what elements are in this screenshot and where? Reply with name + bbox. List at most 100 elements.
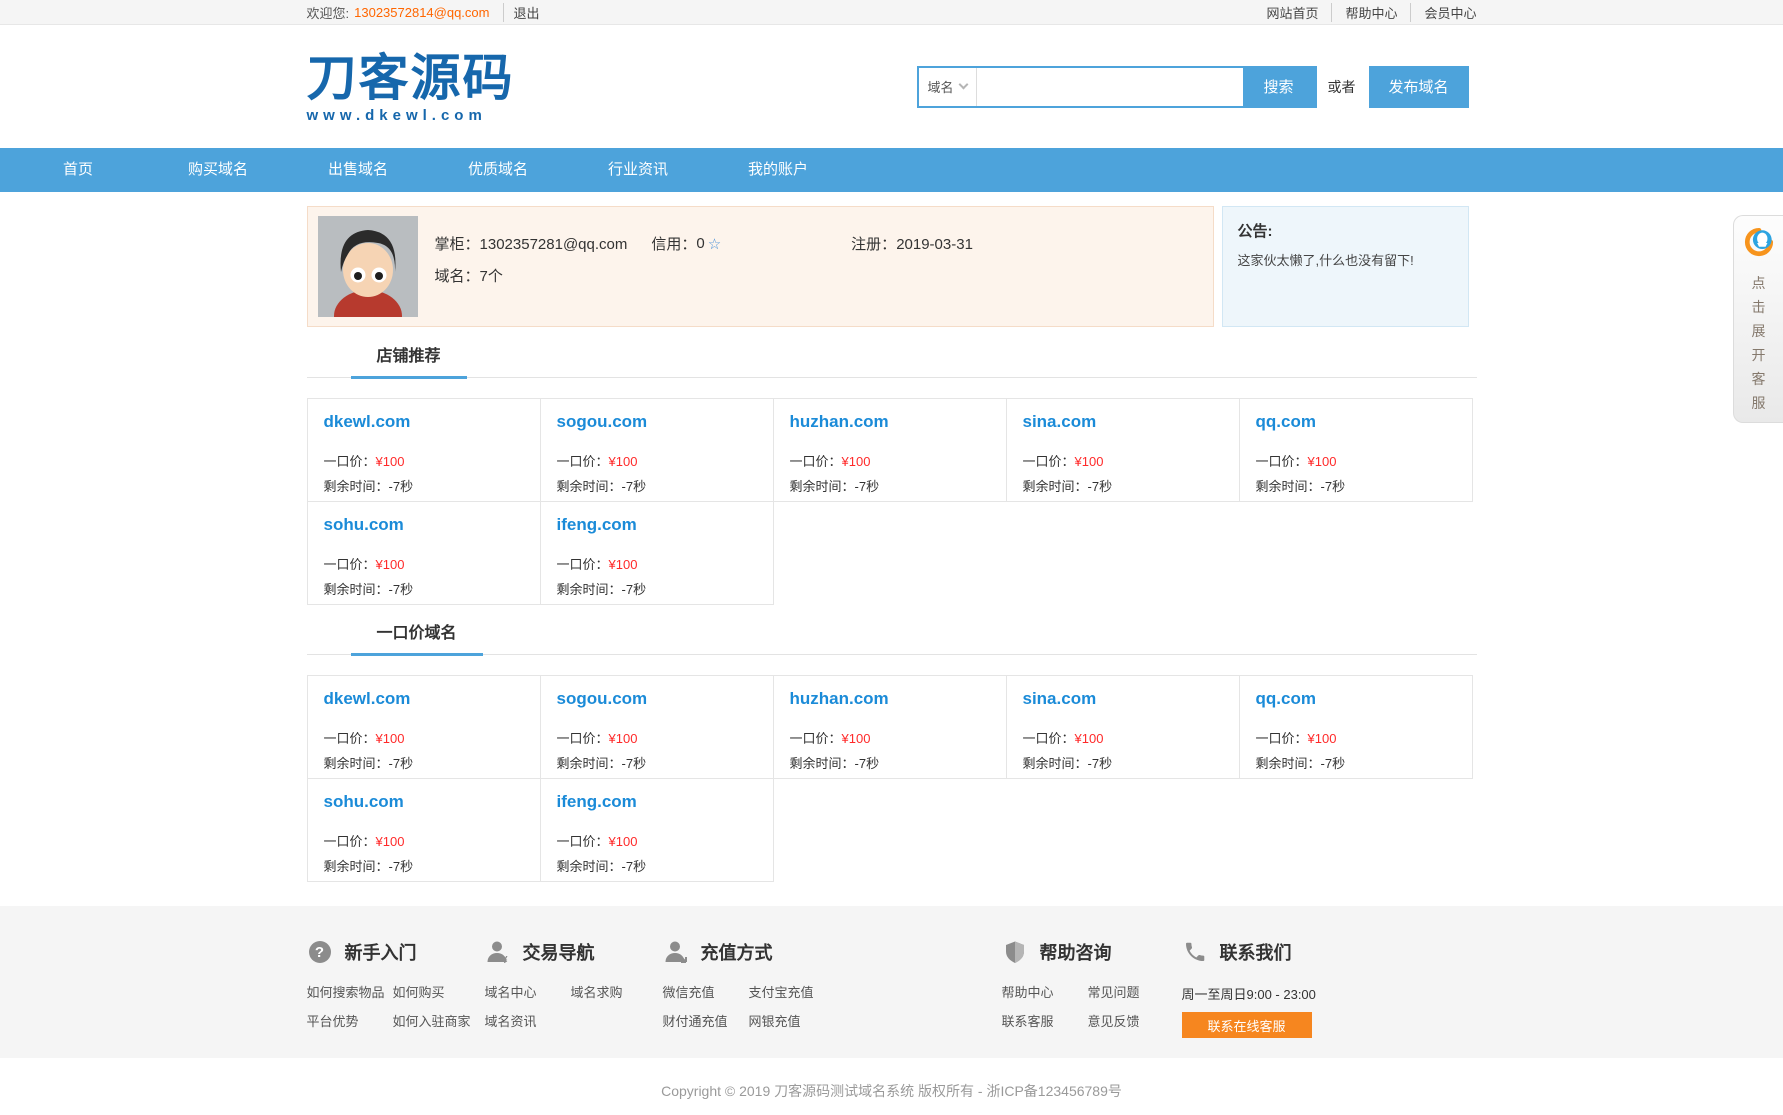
topbar-link[interactable]: 帮助中心 <box>1331 2 1397 22</box>
footer-link[interactable]: 如何搜索物品 <box>306 985 385 1000</box>
time-label: 剩余时间： <box>556 756 622 771</box>
time-value: -7秒 <box>621 479 647 494</box>
footer-link[interactable]: 网银充值 <box>748 1014 801 1029</box>
site-logo[interactable]: 刀客源码 www.dkewl.com <box>307 50 515 124</box>
user-email-link[interactable]: 13023572814@qq.com <box>354 4 490 20</box>
footer-col-title: 帮助咨询 <box>1039 943 1112 963</box>
question-icon: ? <box>307 939 333 965</box>
domain-name-link[interactable]: sogou.com <box>556 412 648 431</box>
price-value: ¥100 <box>1307 454 1337 469</box>
time-label: 剩余时间： <box>556 582 622 597</box>
domain-card[interactable]: qq.com 一口价：¥100 剩余时间：-7秒 <box>1238 398 1473 502</box>
welcome-label: 欢迎您: <box>306 5 350 21</box>
domain-name-link[interactable]: ifeng.com <box>556 792 637 811</box>
time-value: -7秒 <box>1320 756 1346 771</box>
footer-link[interactable]: 财付通充值 <box>662 1014 728 1029</box>
footer-link[interactable]: 如何入驻商家 <box>392 1014 471 1029</box>
publish-domain-button[interactable]: 发布域名 <box>1368 65 1469 108</box>
topbar-link[interactable]: 会员中心 <box>1410 2 1477 22</box>
svg-text:¥: ¥ <box>502 955 508 965</box>
domain-card[interactable]: ifeng.com 一口价：¥100 剩余时间：-7秒 <box>539 778 774 882</box>
domain-name-link[interactable]: huzhan.com <box>789 412 889 431</box>
nav-item[interactable]: 我的账户 <box>747 161 808 178</box>
time-label: 剩余时间： <box>323 582 389 597</box>
domain-name-link[interactable]: sohu.com <box>323 515 404 534</box>
logo-subtitle: www.dkewl.com <box>306 106 487 124</box>
nav-item[interactable]: 行业资讯 <box>607 161 668 178</box>
domain-card[interactable]: sohu.com 一口价：¥100 剩余时间：-7秒 <box>306 778 541 882</box>
tab-shop-recommend[interactable]: 店铺推荐 <box>350 342 467 379</box>
domain-card[interactable]: sogou.com 一口价：¥100 剩余时间：-7秒 <box>539 675 774 779</box>
copyright: Copyright © 2019 刀客源码测试域名系统 版权所有 - 浙ICP备… <box>661 1083 1122 1099</box>
footer-col-newbie: ? 新手入门 如何搜索物品 如何购买 平台优势 如何入驻商家 <box>307 939 485 1038</box>
nav-item[interactable]: 出售域名 <box>327 161 388 178</box>
footer-link[interactable]: 平台优势 <box>306 1014 359 1029</box>
time-label: 剩余时间： <box>1022 479 1088 494</box>
domain-card[interactable]: dkewl.com 一口价：¥100 剩余时间：-7秒 <box>306 675 541 779</box>
time-label: 剩余时间： <box>323 479 389 494</box>
time-label: 剩余时间： <box>1255 479 1321 494</box>
online-service-button[interactable]: 联系在线客服 <box>1181 1012 1312 1038</box>
footer-link[interactable]: 帮助中心 <box>1001 985 1054 1000</box>
price-value: ¥100 <box>1307 731 1337 746</box>
footer-link[interactable]: 支付宝充值 <box>748 985 814 1000</box>
search-category-dropdown[interactable]: 域名 <box>919 67 977 106</box>
footer-link[interactable]: 如何购买 <box>392 985 445 1000</box>
search-input[interactable] <box>976 67 1243 106</box>
fixed-card-row-2: sohu.com 一口价：¥100 剩余时间：-7秒 ifeng.com 一口价… <box>306 778 1477 882</box>
domain-name-link[interactable]: huzhan.com <box>789 689 889 708</box>
nav-item[interactable]: 优质域名 <box>467 161 528 178</box>
price-label: 一口价： <box>323 454 376 469</box>
main-content: 掌柜：1302357281@qq.com 信用： 0 ☆ 注册：2019-03-31… <box>306 192 1477 882</box>
search-button[interactable]: 搜索 <box>1242 67 1315 106</box>
domain-card[interactable]: sohu.com 一口价：¥100 剩余时间：-7秒 <box>306 501 541 605</box>
topbar-link[interactable]: 网站首页 <box>1266 5 1319 21</box>
domain-card[interactable]: sogou.com 一口价：¥100 剩余时间：-7秒 <box>539 398 774 502</box>
footer-col-title: 联系我们 <box>1219 943 1292 963</box>
price-value: ¥100 <box>375 557 405 572</box>
domain-name-link[interactable]: sogou.com <box>556 689 648 708</box>
time-value: -7秒 <box>854 479 880 494</box>
credit-info: 信用： 0 ☆ <box>651 235 722 253</box>
domain-card[interactable]: ifeng.com 一口价：¥100 剩余时间：-7秒 <box>539 501 774 605</box>
domain-name-link[interactable]: sina.com <box>1022 412 1097 431</box>
avatar <box>317 216 418 317</box>
customer-service-label: 点击展开客服 <box>1751 275 1766 411</box>
footer-link[interactable]: 微信充值 <box>662 985 715 1000</box>
logout-link[interactable]: 退出 <box>503 2 540 22</box>
nav-item[interactable]: 首页 <box>62 161 93 178</box>
price-label: 一口价： <box>556 557 609 572</box>
footer-link[interactable]: 域名中心 <box>484 985 537 1000</box>
time-value: -7秒 <box>621 756 647 771</box>
domain-name-link[interactable]: dkewl.com <box>323 412 411 431</box>
domain-card[interactable]: sina.com 一口价：¥100 剩余时间：-7秒 <box>1005 675 1240 779</box>
customer-service-widget[interactable]: 点击展开客服 <box>1733 215 1783 423</box>
domain-card[interactable]: sina.com 一口价：¥100 剩余时间：-7秒 <box>1005 398 1240 502</box>
domain-name-link[interactable]: sina.com <box>1022 689 1097 708</box>
domain-name-link[interactable]: qq.com <box>1255 412 1316 431</box>
footer-link[interactable]: 联系客服 <box>1001 1014 1054 1029</box>
footer-col-title: 充值方式 <box>700 943 773 963</box>
domain-name-link[interactable]: dkewl.com <box>323 689 411 708</box>
qq-icon <box>1744 227 1774 262</box>
nav-item[interactable]: 购买域名 <box>187 161 248 178</box>
price-label: 一口价： <box>556 834 609 849</box>
time-value: -7秒 <box>854 756 880 771</box>
domain-card[interactable]: huzhan.com 一口价：¥100 剩余时间：-7秒 <box>772 398 1007 502</box>
domain-card[interactable]: huzhan.com 一口价：¥100 剩余时间：-7秒 <box>772 675 1007 779</box>
domain-card[interactable]: qq.com 一口价：¥100 剩余时间：-7秒 <box>1238 675 1473 779</box>
domain-name-link[interactable]: qq.com <box>1255 689 1316 708</box>
domain-name-link[interactable]: ifeng.com <box>556 515 637 534</box>
footer-link[interactable]: 意见反馈 <box>1087 1014 1140 1029</box>
time-label: 剩余时间： <box>323 756 389 771</box>
domain-name-link[interactable]: sohu.com <box>323 792 404 811</box>
time-label: 剩余时间： <box>1022 756 1088 771</box>
star-icon: ☆ <box>707 235 722 253</box>
topbar-links: 网站首页 帮助中心 会员中心 <box>1266 2 1477 22</box>
footer-link[interactable]: 域名资讯 <box>484 1014 537 1029</box>
footer-link[interactable]: 域名求购 <box>570 985 623 1000</box>
domain-card[interactable]: dkewl.com 一口价：¥100 剩余时间：-7秒 <box>306 398 541 502</box>
footer-link[interactable]: 常见问题 <box>1087 985 1140 1000</box>
tab-fixed-price[interactable]: 一口价域名 <box>350 619 483 656</box>
footer: ? 新手入门 如何搜索物品 如何购买 平台优势 如何入驻商家 ¥ 交易导航 域名中心域… <box>0 906 1783 1058</box>
